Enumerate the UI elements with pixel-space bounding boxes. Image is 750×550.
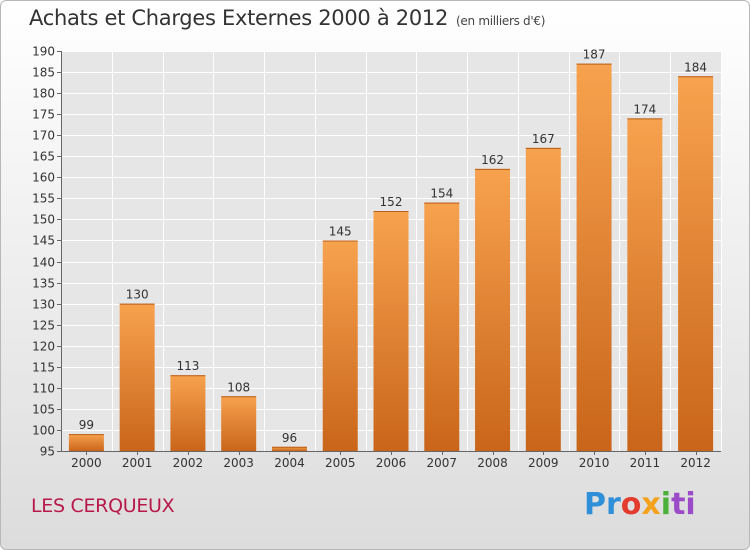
bar: [678, 76, 714, 452]
bar: [170, 375, 206, 451]
bar-value-label: 99: [79, 418, 94, 432]
x-tick-label: 2011: [630, 456, 661, 470]
x-tick-label: 2009: [528, 456, 559, 470]
logo-part-3: x: [641, 487, 661, 522]
x-tick-label: 2004: [274, 456, 305, 470]
y-tick-label: 110: [32, 382, 55, 396]
axes: [57, 51, 721, 455]
bar-value-label: 184: [684, 60, 707, 74]
logo-part-2: o: [620, 487, 642, 522]
bar-value-label: 130: [126, 288, 149, 302]
x-tick-label: 2010: [579, 456, 610, 470]
bar: [424, 202, 460, 451]
x-tick-label: 2007: [426, 456, 457, 470]
y-tick-label: 190: [32, 45, 55, 59]
y-tick-label: 145: [32, 234, 55, 248]
x-tick-label: 2008: [477, 456, 508, 470]
proxiti-logo: Proxiti: [584, 487, 696, 522]
chart-subtitle: (en milliers d'€): [456, 14, 546, 28]
y-tick-label: 180: [32, 87, 55, 101]
chart-title: Achats et Charges Externes 2000 à 2012 (e…: [29, 6, 545, 30]
chart-title-text: Achats et Charges Externes 2000 à 2012: [29, 6, 449, 30]
bar-value-label: 145: [329, 224, 352, 238]
y-tick-label: 130: [32, 298, 55, 312]
bar: [627, 118, 663, 452]
labels: 95 100 105 110 115 120 125 130 135 140 145 150 155 16…: [32, 45, 711, 471]
bar-value-label: 152: [380, 195, 403, 209]
y-tick-label: 160: [32, 171, 55, 185]
y-tick-label: 95: [40, 445, 55, 459]
bar-value-label: 187: [583, 48, 606, 62]
bars: [68, 63, 714, 452]
x-tick-label: 2006: [376, 456, 407, 470]
y-tick-label: 140: [32, 256, 55, 270]
logo-part-5: ti: [671, 487, 696, 522]
y-tick-label: 120: [32, 340, 55, 354]
bar-value-label: 108: [227, 380, 250, 394]
y-tick-label: 115: [32, 361, 55, 375]
bar: [576, 63, 612, 451]
y-tick-label: 125: [32, 319, 55, 333]
bar: [322, 240, 358, 451]
bar: [68, 434, 104, 451]
x-tick-label: 2002: [173, 456, 204, 470]
bar: [525, 147, 561, 451]
y-tick-label: 170: [32, 129, 55, 143]
y-tick-label: 105: [32, 403, 55, 417]
y-tick-label: 100: [32, 424, 55, 438]
x-tick-label: 2012: [680, 456, 711, 470]
y-tick-label: 155: [32, 192, 55, 206]
bar: [271, 446, 307, 451]
x-tick-label: 2001: [122, 456, 153, 470]
bar-value-label: 113: [176, 359, 199, 373]
bar: [475, 168, 511, 452]
bar-value-label: 96: [282, 431, 297, 445]
bar-value-label: 154: [430, 187, 453, 201]
bar-value-label: 162: [481, 153, 504, 167]
bar: [119, 303, 155, 451]
x-tick-label: 2005: [325, 456, 356, 470]
logo-part-1: Pr: [584, 487, 621, 522]
y-tick-label: 150: [32, 213, 55, 227]
bar: [373, 211, 409, 451]
y-tick-label: 185: [32, 66, 55, 80]
bar-value-label: 167: [532, 132, 555, 146]
x-tick-label: 2003: [223, 456, 254, 470]
place-name: LES CERQUEUX: [31, 495, 175, 517]
bar: [221, 396, 257, 451]
logo-part-4: i: [660, 487, 672, 522]
x-tick-label: 2000: [71, 456, 102, 470]
y-tick-label: 135: [32, 277, 55, 291]
y-tick-label: 165: [32, 150, 55, 164]
y-tick-label: 175: [32, 108, 55, 122]
bar-value-label: 174: [633, 102, 656, 116]
